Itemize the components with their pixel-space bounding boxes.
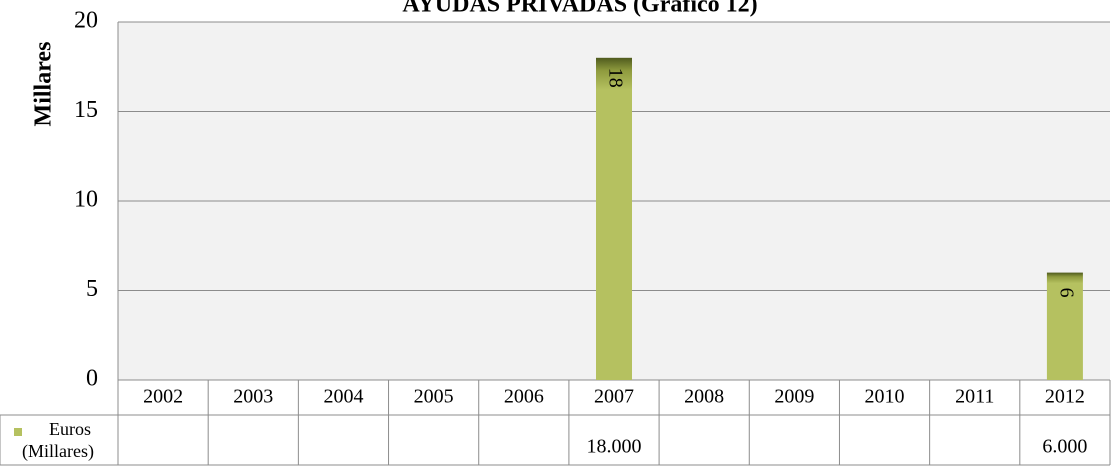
chart-title: AYUDAS PRIVADAS (Gráfico 12): [402, 0, 757, 18]
legend-swatch: [14, 428, 22, 436]
x-tick-label: 2008: [684, 386, 724, 408]
data-label: 18: [604, 68, 626, 88]
y-tick-label: 5: [86, 276, 98, 302]
x-tick-label: 2006: [504, 386, 544, 408]
y-tick-label: 10: [74, 187, 98, 213]
x-tick-label: 2010: [865, 386, 905, 408]
x-tick-label: 2009: [774, 386, 814, 408]
y-tick-label: 15: [74, 97, 98, 123]
y-tick-label: 0: [86, 366, 98, 392]
x-tick-label: 2005: [414, 386, 454, 408]
bar: [1046, 272, 1083, 380]
x-tick-label: 2007: [594, 386, 634, 408]
y-tick-label: 20: [74, 8, 98, 34]
table-value: 6.000: [1042, 436, 1087, 458]
table-value: 18.000: [587, 436, 642, 458]
data-label: 6: [1055, 288, 1077, 298]
bar: [596, 57, 632, 381]
x-tick-label: 2012: [1045, 386, 1085, 408]
x-tick-label: 2003: [233, 386, 273, 408]
y-axis-label: Millares: [31, 42, 57, 127]
legend-label: Euros (Millares): [22, 419, 94, 462]
x-tick-label: 2002: [143, 386, 183, 408]
x-tick-label: 2011: [955, 386, 994, 408]
x-tick-label: 2004: [323, 386, 363, 408]
